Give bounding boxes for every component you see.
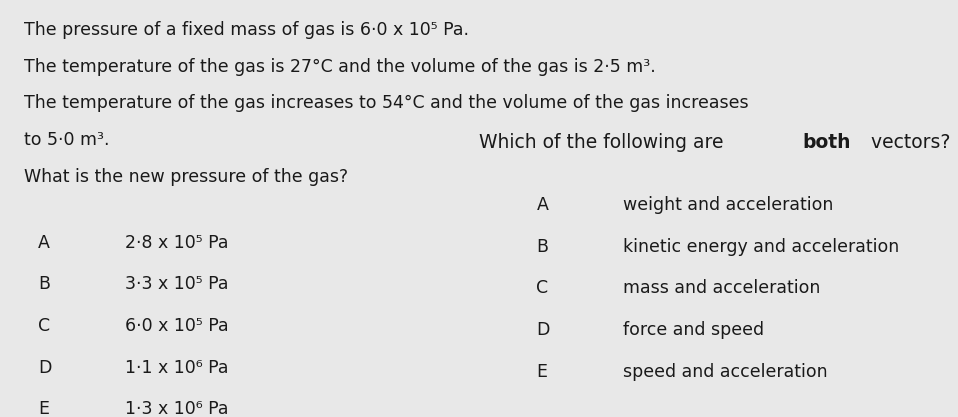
Text: A: A [38,234,50,251]
Text: The temperature of the gas increases to 54°C and the volume of the gas increases: The temperature of the gas increases to … [24,94,748,112]
Text: both: both [802,133,851,153]
Text: speed and acceleration: speed and acceleration [623,363,828,381]
Text: The pressure of a fixed mass of gas is 6·0 x 10⁵ Pa.: The pressure of a fixed mass of gas is 6… [24,21,469,39]
Text: mass and acceleration: mass and acceleration [623,279,820,297]
Text: vectors?: vectors? [865,133,950,153]
Text: to 5·0 m³.: to 5·0 m³. [24,131,109,149]
Text: D: D [38,359,52,377]
Text: 6·0 x 10⁵ Pa: 6·0 x 10⁵ Pa [125,317,228,335]
Text: B: B [38,275,51,293]
Text: kinetic energy and acceleration: kinetic energy and acceleration [623,238,899,256]
Text: weight and acceleration: weight and acceleration [623,196,833,214]
Text: What is the new pressure of the gas?: What is the new pressure of the gas? [24,168,348,186]
Text: C: C [536,279,549,297]
Text: 1·1 x 10⁶ Pa: 1·1 x 10⁶ Pa [125,359,228,377]
Text: A: A [536,196,548,214]
Text: 1·3 x 10⁶ Pa: 1·3 x 10⁶ Pa [125,400,228,417]
Text: D: D [536,321,550,339]
Text: B: B [536,238,549,256]
Text: 3·3 x 10⁵ Pa: 3·3 x 10⁵ Pa [125,275,228,293]
Text: E: E [38,400,49,417]
Text: The temperature of the gas is 27°C and the volume of the gas is 2·5 m³.: The temperature of the gas is 27°C and t… [24,58,655,75]
Text: Which of the following are: Which of the following are [479,133,729,153]
Text: C: C [38,317,51,335]
Text: 2·8 x 10⁵ Pa: 2·8 x 10⁵ Pa [125,234,228,251]
Text: force and speed: force and speed [623,321,764,339]
Text: E: E [536,363,547,381]
